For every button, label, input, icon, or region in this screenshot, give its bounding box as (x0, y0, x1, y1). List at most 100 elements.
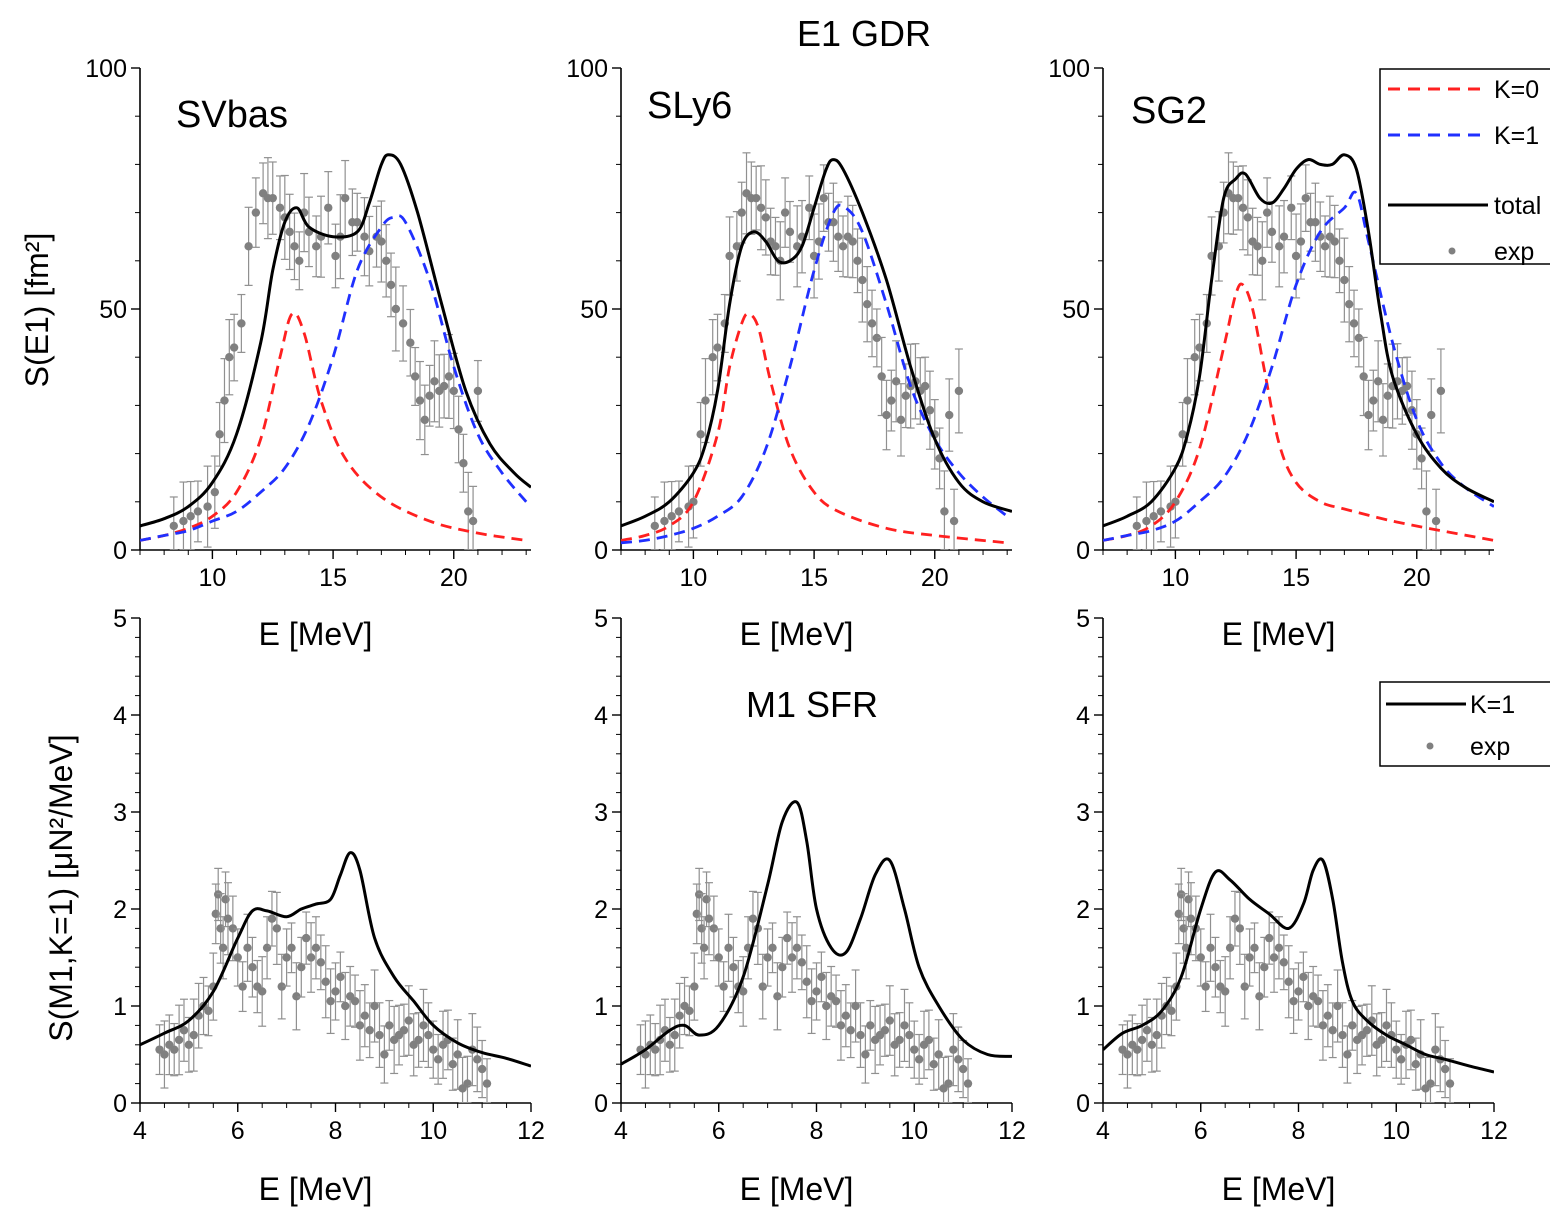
legends: K=0 K=1 total exp K=1 exp (1379, 68, 1550, 767)
exp-point (204, 1006, 213, 1016)
exp-point (836, 1021, 846, 1030)
exp-point (924, 1035, 934, 1045)
exp-point (257, 987, 267, 996)
exp-point (1313, 996, 1323, 1006)
x-tick-label: 8 (329, 1117, 343, 1145)
exp-point (846, 1026, 855, 1035)
y-tick-label: 3 (594, 799, 608, 827)
exp-point (1320, 242, 1330, 251)
exp-point (1330, 237, 1339, 246)
exp-point (751, 193, 761, 203)
exp-point (1422, 507, 1431, 516)
exp-point (381, 256, 391, 265)
exp-point (748, 914, 758, 923)
exp-point (170, 1045, 179, 1054)
exp-point (665, 1040, 675, 1050)
y-tick-label: 3 (1076, 799, 1090, 827)
exp-point (444, 372, 454, 381)
exp-point (690, 982, 699, 991)
exp-point (1167, 1006, 1176, 1016)
exp-point (1411, 1060, 1421, 1069)
exp-point (297, 963, 306, 972)
exp-point (365, 1026, 374, 1035)
exp-point (674, 507, 684, 516)
exp-point (872, 333, 882, 343)
y-tick-label: 1 (594, 993, 608, 1021)
exp-point (448, 1060, 457, 1069)
exp-point (420, 415, 430, 425)
x-tick-label: 4 (133, 1117, 147, 1145)
exp-point (433, 1055, 443, 1064)
exp-point (945, 410, 954, 420)
y-tick-label: 1 (113, 993, 127, 1021)
y-tick-label: 0 (594, 1090, 608, 1118)
y-tick-label: 100 (1048, 55, 1090, 83)
series-m1-k1-line (1103, 857, 1494, 1074)
exp-point (696, 430, 705, 439)
exp-point (275, 203, 285, 212)
exp-point (1294, 987, 1303, 996)
exp-point (1269, 953, 1279, 962)
exp-point (1348, 1021, 1357, 1030)
x-tick-label: 10 (680, 564, 708, 592)
exp-point (785, 227, 795, 237)
exp-point (867, 319, 877, 328)
exp-point (1264, 933, 1274, 943)
y-tick-label: 2 (594, 896, 608, 924)
exp-point (1382, 1021, 1391, 1030)
exp-point (1149, 512, 1158, 521)
exp-point (1359, 372, 1368, 381)
exp-point (1440, 1064, 1450, 1074)
exp-point (238, 982, 247, 991)
exp-point (215, 430, 224, 439)
series-m1-k1-line (140, 851, 531, 1068)
exp-point (179, 1026, 189, 1035)
exp-point (778, 963, 787, 972)
exp-point (350, 996, 360, 1006)
exp-point (210, 487, 220, 497)
panel-title: SVbas (176, 94, 288, 136)
exp-point (887, 396, 896, 405)
x-tick-label: 8 (1292, 1117, 1306, 1145)
exp-point (311, 242, 321, 251)
exp-point (1245, 953, 1254, 962)
exp-point (1220, 987, 1230, 996)
y-tick-label: 100 (566, 55, 608, 83)
exp-point (856, 1030, 865, 1040)
plot-area (140, 851, 531, 1103)
exp-point (1178, 430, 1187, 439)
exp-point (353, 218, 362, 227)
exp-point (1240, 982, 1249, 991)
exp-point (1340, 275, 1349, 285)
legend-m1-frame (1379, 681, 1550, 767)
exp-point (1233, 193, 1243, 203)
exp-point (709, 924, 719, 933)
exp-point (910, 1045, 919, 1054)
legend-e1: K=0 K=1 total exp (1379, 68, 1550, 266)
exp-point (756, 203, 766, 212)
series-k0-line (1103, 282, 1494, 542)
x-tick-label: 15 (800, 564, 828, 592)
exp-point (340, 193, 350, 203)
legend-m1-exp-swatch (1426, 742, 1434, 750)
y-tick-label: 0 (1076, 1090, 1090, 1118)
x-tick-label: 6 (231, 1117, 245, 1145)
exp-point (425, 391, 434, 400)
exp-point (482, 1079, 492, 1088)
exp-point (306, 953, 316, 962)
exp-point (414, 1035, 423, 1045)
exp-point (355, 1021, 365, 1030)
exp-point (1235, 924, 1245, 933)
exp-point (324, 203, 333, 212)
exp-point (1431, 516, 1441, 526)
x-tick-label: 10 (1162, 564, 1190, 592)
exp-point (404, 1016, 414, 1025)
y-tick-label: 50 (1062, 296, 1090, 324)
exp-point (341, 1001, 350, 1011)
exp-point (853, 256, 862, 265)
x-tick-label: 12 (998, 1117, 1026, 1145)
exp-point (1279, 232, 1289, 241)
exp-point (949, 516, 959, 526)
series-total-line (621, 158, 1012, 528)
